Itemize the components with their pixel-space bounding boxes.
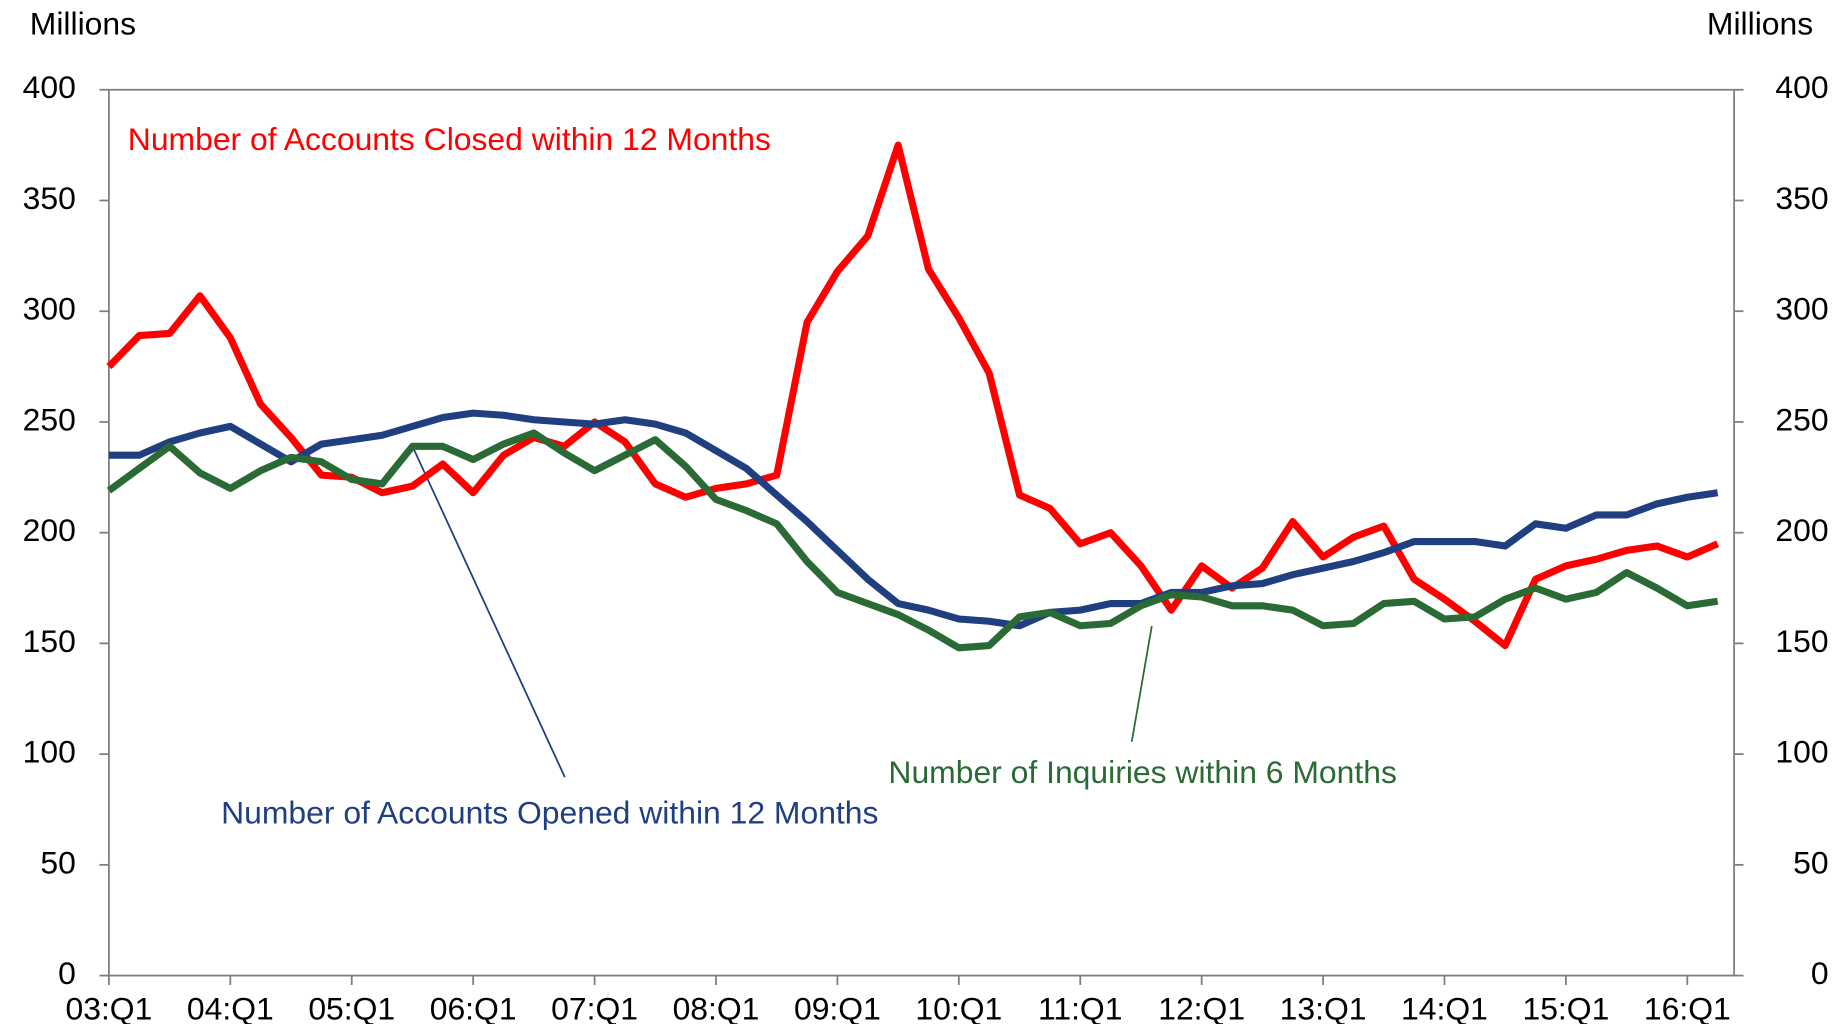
series-line <box>106 141 1720 650</box>
x-tick-label: 11:Q1 <box>1038 990 1122 1024</box>
leader-line <box>412 448 566 778</box>
x-tick-label: 06:Q1 <box>430 990 517 1024</box>
y-tick-label: 150 <box>23 623 76 659</box>
y2-tick-label: 50 <box>1793 844 1828 880</box>
x-tick-label: 14:Q1 <box>1401 990 1488 1024</box>
y-tick-label: 0 <box>58 955 76 991</box>
series-lines <box>106 141 1720 652</box>
y2-axis-label: Millions <box>1707 5 1813 41</box>
x-tick-label: 12:Q1 <box>1158 990 1245 1024</box>
x-tick-label: 05:Q1 <box>308 990 395 1024</box>
x-tick-label: 09:Q1 <box>794 990 881 1024</box>
y-tick-label: 350 <box>23 180 76 216</box>
y2-tick-label: 250 <box>1775 401 1828 437</box>
x-tick-label: 13:Q1 <box>1280 990 1367 1024</box>
series-line <box>106 429 1719 652</box>
y-tick-label: 400 <box>23 69 76 105</box>
y2-tick-label: 0 <box>1811 955 1829 991</box>
y-tick-label: 100 <box>23 734 76 770</box>
y-tick-label: 50 <box>40 844 75 880</box>
y-axis-label: Millions <box>30 5 136 41</box>
series-line <box>108 409 1719 630</box>
x-tick-label: 03:Q1 <box>65 990 152 1024</box>
plot-frame <box>108 88 1735 977</box>
series-label: Number of Accounts Closed within 12 Mont… <box>128 121 771 157</box>
y-tick-label: 250 <box>23 401 76 437</box>
x-tick-label: 15:Q1 <box>1522 990 1609 1024</box>
y-tick-label: 300 <box>23 291 76 327</box>
y-tick-label: 200 <box>23 512 76 548</box>
leader-line <box>1130 625 1153 742</box>
x-tick-label: 10:Q1 <box>915 990 1002 1024</box>
y2-tick-label: 200 <box>1775 512 1828 548</box>
y2-tick-label: 100 <box>1775 734 1828 770</box>
series-label: Number of Inquiries within 6 Months <box>888 754 1396 790</box>
x-tick-label: 07:Q1 <box>551 990 638 1024</box>
y2-tick-label: 400 <box>1775 69 1828 105</box>
x-tick-label: 16:Q1 <box>1644 990 1731 1024</box>
series-label: Number of Accounts Opened within 12 Mont… <box>221 794 878 830</box>
x-tick-label: 08:Q1 <box>673 990 760 1024</box>
y2-tick-label: 350 <box>1775 180 1828 216</box>
x-tick-label: 04:Q1 <box>187 990 274 1024</box>
y2-tick-label: 300 <box>1775 291 1828 327</box>
y2-tick-label: 150 <box>1775 623 1828 659</box>
